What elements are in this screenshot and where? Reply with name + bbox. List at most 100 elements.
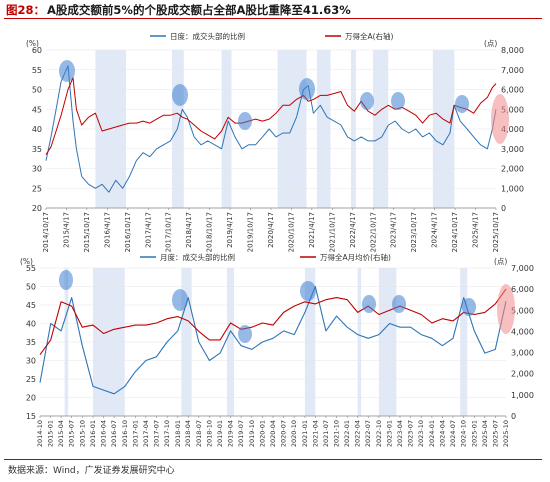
x-tick-label: 2015-10 bbox=[78, 420, 86, 447]
y-right-unit: (点) bbox=[484, 39, 497, 48]
legend-label-2: 万得全A月均价(右轴) bbox=[320, 252, 391, 262]
series-line-2 bbox=[39, 288, 507, 356]
highlight-marker-5 bbox=[362, 295, 376, 313]
x-tick-label: 2020/4/17 bbox=[267, 212, 275, 248]
y-right-tick-label: 6,000 bbox=[501, 86, 524, 95]
y-right-tick-label: 5,000 bbox=[501, 105, 524, 114]
highlight-marker-7 bbox=[462, 298, 476, 316]
x-tick-label: 2025-07 bbox=[491, 420, 499, 447]
x-tick-label: 2017-01 bbox=[131, 420, 139, 447]
y-left-unit: (%) bbox=[20, 257, 33, 266]
x-tick-label: 2018-04 bbox=[184, 420, 192, 447]
x-tick-label: 2018-07 bbox=[195, 420, 203, 447]
x-tick-label: 2025-04 bbox=[481, 420, 489, 447]
x-tick-label: 2014/10/17 bbox=[42, 212, 50, 252]
x-tick-label: 2021/4/17 bbox=[308, 212, 316, 248]
y-left-tick-label: 15 bbox=[26, 412, 36, 421]
y-left-tick-label: 40 bbox=[26, 320, 36, 329]
x-tick-label: 2024-01 bbox=[428, 420, 436, 447]
x-tick-label: 2015/10/17 bbox=[83, 212, 91, 252]
y-right-tick-label: 7,000 bbox=[501, 66, 524, 75]
x-tick-label: 2018-10 bbox=[205, 420, 213, 447]
x-tick-label: 2022/4/17 bbox=[349, 212, 357, 248]
x-tick-label: 2015-04 bbox=[57, 420, 65, 447]
x-tick-label: 2025-10 bbox=[502, 420, 510, 447]
x-tick-label: 2021-10 bbox=[333, 420, 341, 447]
x-tick-label: 2024/4/17 bbox=[431, 212, 439, 248]
y-left-tick-label: 35 bbox=[26, 338, 36, 347]
x-tick-label: 2020-07 bbox=[280, 420, 288, 447]
x-tick-label: 2021-01 bbox=[301, 420, 309, 447]
source-note: 数据来源：Wind，广发证券发展研究中心 bbox=[8, 466, 175, 476]
x-tick-label: 2016-04 bbox=[100, 420, 108, 447]
figure-title: 图28： A股成交额前5%的个股成交额占全部A股比重降至41.63% bbox=[6, 2, 351, 18]
highlight-marker-4 bbox=[300, 281, 316, 301]
x-tick-label: 2023-10 bbox=[417, 420, 425, 447]
x-tick-label: 2015-01 bbox=[47, 420, 55, 447]
x-tick-label: 2023/10/17 bbox=[410, 212, 418, 252]
y-left-tick-label: 50 bbox=[26, 283, 36, 292]
highlight-marker-8 bbox=[497, 284, 515, 334]
x-tick-label: 2019/10/17 bbox=[247, 212, 255, 252]
x-tick-label: 2015-07 bbox=[68, 420, 76, 447]
x-tick-label: 2018/10/17 bbox=[206, 212, 214, 252]
x-tick-label: 2022-01 bbox=[343, 420, 351, 447]
x-tick-label: 2016/4/17 bbox=[103, 212, 111, 248]
x-tick-label: 2024/10/17 bbox=[451, 212, 459, 252]
legend-label-1: 日度：成交头部的比例 bbox=[170, 31, 245, 41]
y-left-tick-label: 30 bbox=[32, 165, 42, 174]
y-right-tick-label: 1,000 bbox=[511, 391, 534, 400]
x-tick-label: 2020-01 bbox=[258, 420, 266, 447]
x-tick-label: 2018/4/17 bbox=[185, 212, 193, 248]
y-right-tick-label: 5,000 bbox=[511, 306, 534, 315]
legend-label-1: 月度：成交头部的比例 bbox=[160, 252, 235, 262]
highlight-marker-7 bbox=[455, 95, 469, 113]
x-tick-label: 2016-10 bbox=[121, 420, 129, 447]
x-tick-label: 2020/10/17 bbox=[287, 212, 295, 252]
y-right-tick-label: 1,000 bbox=[501, 184, 524, 193]
y-left-tick-label: 20 bbox=[26, 394, 36, 403]
x-tick-label: 2019-01 bbox=[216, 420, 224, 447]
y-left-tick-label: 50 bbox=[32, 86, 42, 95]
x-tick-label: 2021-07 bbox=[322, 420, 330, 447]
x-tick-label: 2025-01 bbox=[470, 420, 478, 447]
x-tick-label: 2018-01 bbox=[174, 420, 182, 447]
x-tick-label: 2022-04 bbox=[354, 420, 362, 447]
x-tick-label: 2014-10 bbox=[36, 420, 44, 447]
x-tick-label: 2022-07 bbox=[364, 420, 372, 447]
y-left-tick-label: 40 bbox=[32, 125, 42, 134]
x-tick-label: 2020-10 bbox=[290, 420, 298, 447]
y-right-tick-label: 2,000 bbox=[511, 370, 534, 379]
highlight-marker-3 bbox=[238, 325, 252, 343]
x-tick-label: 2021/10/17 bbox=[328, 212, 336, 252]
y-left-tick-label: 55 bbox=[32, 66, 42, 75]
series-line-1 bbox=[45, 65, 497, 193]
x-tick-label: 2019-10 bbox=[248, 420, 256, 447]
x-tick-label: 2020-04 bbox=[269, 420, 277, 447]
x-tick-label: 2017/10/17 bbox=[165, 212, 173, 252]
x-tick-label: 2025/10/17 bbox=[492, 212, 500, 252]
x-tick-label: 2025/4/17 bbox=[472, 212, 480, 248]
highlight-marker-1 bbox=[59, 270, 73, 290]
highlight-marker-2 bbox=[172, 84, 188, 106]
x-tick-label: 2017/4/17 bbox=[144, 212, 152, 248]
y-right-unit: (点) bbox=[494, 257, 507, 266]
y-right-tick-label: 2,000 bbox=[501, 165, 524, 174]
x-tick-label: 2017-04 bbox=[142, 420, 150, 447]
y-left-tick-label: 45 bbox=[26, 301, 36, 310]
y-right-tick-label: 4,000 bbox=[501, 125, 524, 134]
y-right-tick-label: 8,000 bbox=[501, 46, 524, 55]
daily-chart: 20 25 30 35 40 45 50 55 60 0 1,000 2,000 3,000 4,000 5… bbox=[0, 20, 550, 254]
y-left-tick-label: 20 bbox=[32, 204, 42, 213]
y-left-tick-label: 25 bbox=[26, 375, 36, 384]
x-tick-label: 2024-10 bbox=[460, 420, 468, 447]
highlight-marker-2 bbox=[172, 289, 188, 311]
x-tick-label: 2023-04 bbox=[396, 420, 404, 447]
x-tick-label: 2019/4/17 bbox=[226, 212, 234, 248]
highlight-marker-8 bbox=[491, 94, 509, 144]
y-right-tick-label: 4,000 bbox=[511, 327, 534, 336]
x-tick-label: 2023-01 bbox=[386, 420, 394, 447]
highlight-marker-4 bbox=[299, 78, 315, 100]
y-right-tick-label: 0 bbox=[501, 204, 506, 213]
x-tick-label: 2016-07 bbox=[110, 420, 118, 447]
